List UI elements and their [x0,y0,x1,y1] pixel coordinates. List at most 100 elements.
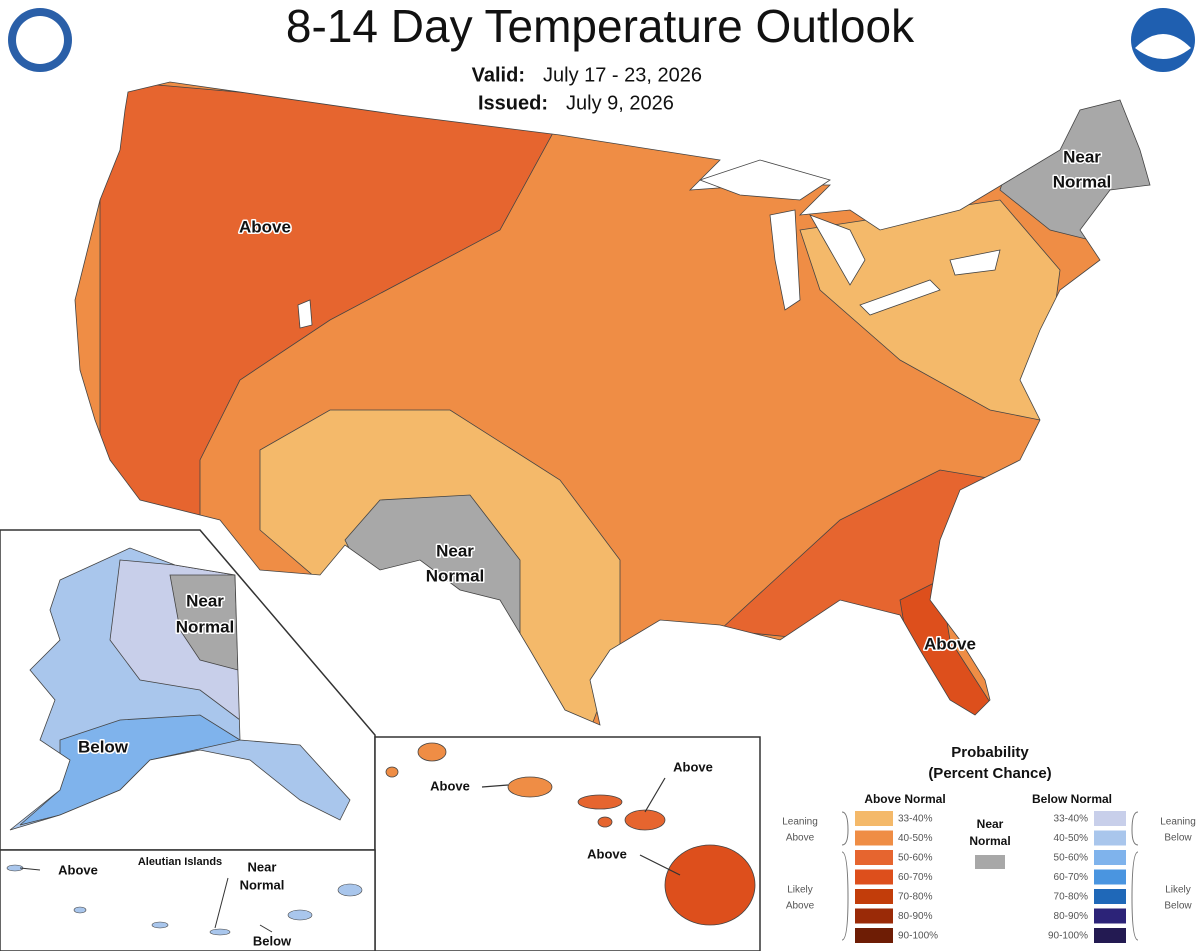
brace [841,811,849,846]
lake [949,249,1001,276]
island [597,816,613,828]
aleutian-inset [0,849,376,951]
legend-heading: Below Normal [1032,792,1112,806]
legend-bin: 33-40% [1054,814,1089,825]
map-label: Near [1063,147,1101,166]
aleutian-leaders [19,867,273,933]
doc-seal-inner [16,16,64,64]
leader [259,924,273,933]
aleutian-islands [6,864,363,936]
map-label: Near [186,591,224,610]
legend-swatch [855,928,893,943]
leader [19,867,41,871]
lake [769,209,801,311]
leader [644,777,666,813]
issued-date: July 9, 2026 [566,92,674,114]
legend-bin: 80-90% [898,911,933,922]
legend-bin: 40-50% [898,833,933,844]
hawaii-leaders [481,777,681,876]
island [337,883,363,897]
legend-bin: 60-70% [898,872,933,883]
legend-note: Below [1164,901,1192,912]
conus-map [74,81,1151,726]
noaa-gull [1135,34,1191,59]
brace [1131,851,1139,941]
island [507,776,553,798]
island [73,906,87,914]
map-label: Above [924,634,976,653]
legend-bin: 40-50% [1054,833,1089,844]
island [151,921,169,929]
title: 8-14 Day Temperature Outlook [286,0,915,52]
island [664,844,756,926]
inset-title: Aleutian Islands [138,856,222,868]
lake [698,159,831,201]
legend-note: Below [1164,833,1192,844]
legend-bin: 33-40% [898,814,933,825]
map-label: Above [239,217,291,236]
legend-swatch [1094,811,1126,826]
legend-bin: 90-100% [1048,931,1088,942]
legend-bin: 80-90% [1054,911,1089,922]
island [287,909,313,921]
map-label: Below [78,737,129,756]
leader [214,877,229,929]
legend-note: Likely [787,885,813,896]
us-outline [74,81,1151,726]
legend-near: Normal [969,834,1010,848]
region-near [169,574,239,671]
hawaii-map [385,742,756,926]
legend-note: Above [786,901,815,912]
legend-near: Near [977,817,1004,831]
lake [297,299,313,329]
map-label: Normal [1053,172,1112,191]
map-label: Normal [176,617,235,636]
island [209,928,231,936]
legend-bin: 90-100% [898,931,938,942]
brace [841,851,849,941]
legend-swatch [1094,928,1126,943]
map-label: Normal [426,566,485,585]
legend-swatch [1094,869,1126,885]
leader [639,854,681,876]
map-label: Near [436,541,474,560]
legend-swatch [855,830,893,846]
island [577,794,623,810]
leader [481,784,509,788]
valid-label: Valid: [472,64,525,86]
map-label: Below [253,933,292,948]
legend-swatch [855,889,893,904]
map-label: Above [673,759,713,774]
map-label: Above [58,862,98,877]
legend-bin: 60-70% [1054,872,1089,883]
map-label: Normal [240,877,285,892]
legend-heading: Above Normal [864,792,945,806]
legend-note: Above [786,833,815,844]
legend-note: Leaning [1160,817,1196,828]
legend-note: Leaning [782,817,818,828]
legend [841,811,1139,941]
island [624,809,666,831]
legend-swatch [1094,908,1126,924]
island [417,742,447,762]
alaska-outline [9,547,351,831]
map-label: Above [430,778,470,793]
legend-swatch [1094,850,1126,865]
valid-dates: July 17 - 23, 2026 [543,64,702,86]
map-label: Near [248,859,277,874]
lake [809,214,866,286]
legend-swatch [1094,889,1126,904]
issued-label: Issued: [478,92,548,114]
island [385,766,399,778]
legend-swatch [1094,830,1126,846]
legend-bin: 70-80% [898,892,933,903]
legend-bin: 50-60% [1054,853,1089,864]
legend-title: (Percent Chance) [928,765,1051,782]
brace [1131,811,1139,846]
legend-title: Probability [951,744,1029,761]
legend-note: Likely [1165,885,1191,896]
legend-swatch [855,811,893,826]
map-label: Above [587,846,627,861]
legend-swatch [855,869,893,885]
